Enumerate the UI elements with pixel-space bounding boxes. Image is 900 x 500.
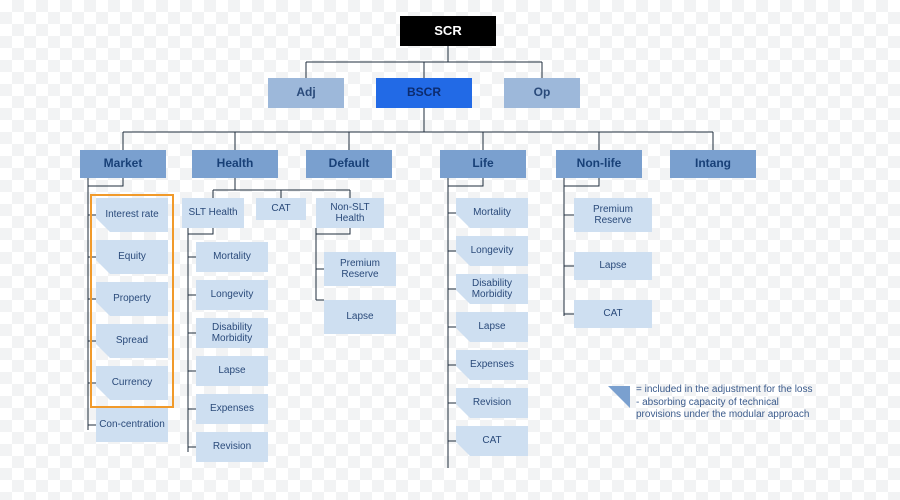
legend-notch-icon bbox=[608, 386, 630, 408]
node-health: Health bbox=[192, 150, 278, 178]
slt-item-2: Disability Morbidity bbox=[196, 318, 268, 348]
life-item-0: Mortality bbox=[456, 198, 528, 228]
health-nslt: Non-SLT Health bbox=[316, 198, 384, 228]
nslt-item-0: Premium Reserve bbox=[324, 252, 396, 286]
node-market: Market bbox=[80, 150, 166, 178]
life-item-2: Disability Morbidity bbox=[456, 274, 528, 304]
slt-item-0: Mortality bbox=[196, 242, 268, 272]
market-item-2: Property bbox=[96, 282, 168, 316]
nonlife-item-2: CAT bbox=[574, 300, 652, 328]
market-item-5: Con-centration bbox=[96, 408, 168, 442]
nslt-item-1: Lapse bbox=[324, 300, 396, 334]
market-item-3: Spread bbox=[96, 324, 168, 358]
life-item-6: CAT bbox=[456, 426, 528, 456]
life-item-5: Revision bbox=[456, 388, 528, 418]
node-intang: Intang bbox=[670, 150, 756, 178]
market-item-1: Equity bbox=[96, 240, 168, 274]
slt-item-4: Expenses bbox=[196, 394, 268, 424]
slt-item-1: Longevity bbox=[196, 280, 268, 310]
slt-item-5: Revision bbox=[196, 432, 268, 462]
node-life: Life bbox=[440, 150, 526, 178]
node-scr: SCR bbox=[400, 16, 496, 46]
life-item-1: Longevity bbox=[456, 236, 528, 266]
health-slt: SLT Health bbox=[182, 198, 244, 228]
node-adj: Adj bbox=[268, 78, 344, 108]
node-bscr: BSCR bbox=[376, 78, 472, 108]
node-default: Default bbox=[306, 150, 392, 178]
life-item-4: Expenses bbox=[456, 350, 528, 380]
legend-text: = included in the adjustment for the los… bbox=[636, 384, 816, 422]
market-item-4: Currency bbox=[96, 366, 168, 400]
node-op: Op bbox=[504, 78, 580, 108]
nonlife-item-1: Lapse bbox=[574, 252, 652, 280]
slt-item-3: Lapse bbox=[196, 356, 268, 386]
life-item-3: Lapse bbox=[456, 312, 528, 342]
nonlife-item-0: Premium Reserve bbox=[574, 198, 652, 232]
market-item-0: Interest rate bbox=[96, 198, 168, 232]
node-nonlife: Non-life bbox=[556, 150, 642, 178]
health-hcat: CAT bbox=[256, 198, 306, 220]
